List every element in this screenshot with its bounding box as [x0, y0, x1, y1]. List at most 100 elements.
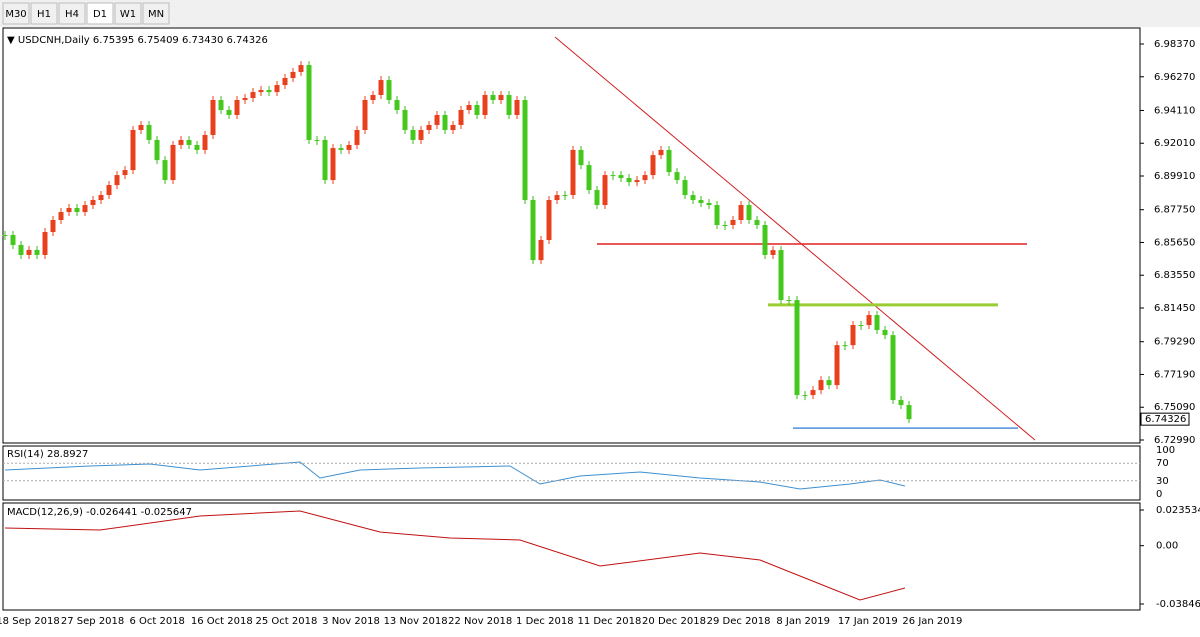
- candle-body: [658, 149, 664, 156]
- timeframe-button[interactable]: [58, 2, 86, 25]
- candle-body: [786, 300, 792, 302]
- candle-body: [290, 71, 296, 79]
- timeframe-label[interactable]: W1: [120, 9, 136, 20]
- rsi-tick: 70: [1156, 458, 1169, 469]
- candle-body: [778, 250, 784, 301]
- candle-body: [898, 400, 904, 406]
- candle-body: [106, 185, 112, 196]
- candle-body: [770, 250, 776, 255]
- timeframe-label[interactable]: MN: [148, 9, 164, 20]
- candle-body: [538, 239, 544, 261]
- rsi-tick: 100: [1156, 445, 1175, 456]
- candle-body: [874, 315, 880, 330]
- macd-tick: 0.023534: [1156, 505, 1200, 516]
- candle-body: [90, 200, 96, 206]
- candle-body: [746, 205, 752, 220]
- candle-body: [418, 129, 424, 140]
- macd-signal: [4, 510, 906, 601]
- candle-body: [706, 202, 712, 206]
- candle-body: [858, 325, 864, 327]
- candle-body: [434, 114, 440, 125]
- candle-body: [506, 95, 512, 115]
- candle-body: [282, 78, 288, 86]
- candle-body: [426, 124, 432, 130]
- timeframe-label[interactable]: M30: [5, 9, 26, 20]
- date-label: 1 Dec 2018: [516, 616, 574, 627]
- timeframe-button[interactable]: [86, 2, 114, 25]
- timeframe-button[interactable]: [142, 2, 170, 25]
- candle-body: [298, 65, 304, 72]
- candle-body: [146, 124, 152, 140]
- price-label: 6.72990: [1154, 435, 1195, 446]
- candle-body: [586, 165, 592, 191]
- candle-body: [338, 148, 344, 150]
- timeframe-button[interactable]: [114, 2, 142, 25]
- date-label: 29 Dec 2018: [707, 616, 771, 627]
- candle-body: [826, 380, 832, 386]
- candle-body: [682, 180, 688, 196]
- candle-body: [714, 205, 720, 225]
- candle-body: [594, 190, 600, 206]
- candle-body: [226, 110, 232, 115]
- candle-body: [50, 220, 56, 233]
- candle-body: [842, 345, 848, 347]
- candle-body: [202, 134, 208, 150]
- candle-body: [306, 65, 312, 140]
- price-label: 6.85650: [1154, 237, 1195, 248]
- rsi-tick: 30: [1156, 476, 1169, 487]
- candle-body: [482, 95, 488, 115]
- candle-body: [498, 95, 504, 101]
- toolbar: [0, 0, 1200, 27]
- candle-body: [546, 200, 552, 240]
- candle-body: [490, 95, 496, 101]
- candle-body: [522, 100, 528, 201]
- candle-body: [138, 124, 144, 130]
- date-label: 20 Dec 2018: [642, 616, 706, 627]
- candle-body: [234, 100, 240, 115]
- candle-body: [314, 139, 320, 141]
- candle-body: [754, 220, 760, 225]
- candle-body: [194, 144, 200, 150]
- price-label: 6.83550: [1154, 270, 1195, 281]
- timeframe-button[interactable]: [2, 2, 30, 25]
- candle-body: [738, 205, 744, 220]
- date-label: 27 Sep 2018: [61, 616, 124, 627]
- macd-tick: -0.038466: [1156, 599, 1200, 610]
- candle-body: [794, 300, 800, 396]
- candle-body: [610, 175, 616, 177]
- candle-body: [242, 97, 248, 101]
- candle-body: [866, 315, 872, 326]
- candle-body: [42, 232, 48, 255]
- date-label: 3 Nov 2018: [322, 616, 380, 627]
- candle-body: [730, 220, 736, 225]
- timeframe-label[interactable]: D1: [93, 9, 107, 20]
- candle-body: [818, 380, 824, 391]
- candle-body: [362, 100, 368, 130]
- price-label: 6.77190: [1154, 369, 1195, 380]
- candle-body: [642, 175, 648, 181]
- date-label: 13 Nov 2018: [384, 616, 448, 627]
- symbol-label: ▼ USDCNH,Daily 6.75395 6.75409 6.73430 6…: [7, 35, 268, 46]
- candle-body: [354, 129, 360, 145]
- candle-body: [58, 212, 64, 220]
- candle-body: [602, 175, 608, 206]
- timeframe-label[interactable]: H4: [65, 9, 79, 20]
- timeframe-label[interactable]: H1: [37, 9, 51, 20]
- candle-body: [890, 335, 896, 401]
- date-label: 22 Nov 2018: [448, 616, 512, 627]
- candle-body: [250, 92, 256, 98]
- candle-body: [882, 330, 888, 336]
- candle-body: [74, 207, 80, 213]
- candle-body: [514, 100, 520, 115]
- date-label: 6 Oct 2018: [129, 616, 184, 627]
- candle-body: [322, 139, 328, 181]
- timeframe-button[interactable]: [30, 2, 58, 25]
- candle-body: [66, 207, 72, 213]
- candle-body: [218, 100, 224, 110]
- symbol: USDCNH,Daily: [18, 35, 90, 46]
- candle-body: [210, 100, 216, 135]
- trend-line: [554, 36, 1036, 441]
- date-label: 16 Oct 2018: [191, 616, 253, 627]
- price-label: 6.89910: [1154, 171, 1195, 182]
